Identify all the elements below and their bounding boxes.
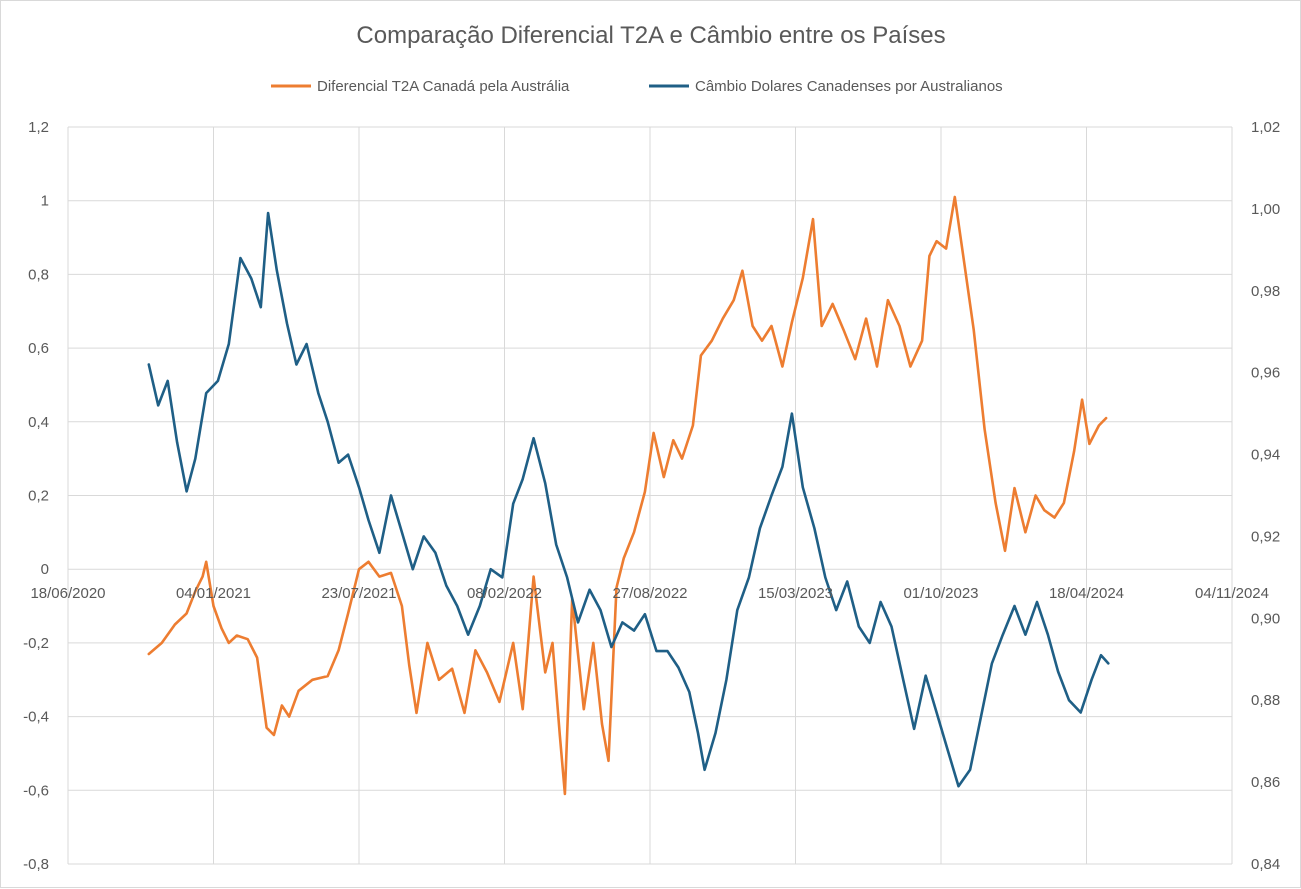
- x-axis-tick-labels: 18/06/2020 04/01/2021 23/07/2021 08/02/2022…: [30, 585, 1269, 602]
- x-tick-label: 01/10/2023: [903, 585, 978, 602]
- y-left-tick-label: 1: [41, 193, 49, 210]
- y-right-tick-label: 1,00: [1251, 201, 1280, 218]
- x-tick-label: 18/04/2024: [1049, 585, 1124, 602]
- vertical-gridlines: [67, 127, 1233, 864]
- legend-label-cambio: Câmbio Dolares Canadenses por Australian…: [695, 78, 1003, 95]
- y-right-tick-label: 0,98: [1251, 283, 1280, 300]
- x-tick-label: 04/01/2021: [176, 585, 251, 602]
- x-tick-label: 08/02/2022: [467, 585, 542, 602]
- chart-title: Comparação Diferencial T2A e Câmbio entr…: [356, 22, 945, 49]
- x-tick-label: 04/11/2024: [1195, 585, 1269, 602]
- y-left-tick-label: 1,2: [28, 119, 49, 136]
- y-left-tick-label: 0: [41, 561, 49, 578]
- y-left-tick-label: 0,2: [28, 488, 49, 505]
- left-y-axis-tick-labels: -0,8 -0,6 -0,4 -0,2 0 0,2 0,4 0,6 0,8 1 1,2: [23, 119, 49, 873]
- legend-label-diferencial: Diferencial T2A Canadá pela Austrália: [317, 78, 570, 95]
- right-y-axis-tick-labels: 0,84 0,86 0,88 0,90 0,92 0,94 0,96 0,98 1,00 1,02: [1251, 119, 1280, 873]
- y-right-tick-label: 0,86: [1251, 774, 1280, 791]
- y-left-tick-label: 0,6: [28, 340, 49, 357]
- y-left-tick-label: -0,2: [23, 635, 49, 652]
- y-left-tick-label: 0,8: [28, 266, 49, 283]
- y-right-tick-label: 0,88: [1251, 692, 1280, 709]
- y-left-tick-label: 0,4: [28, 414, 49, 431]
- series-lines: [147, 195, 1110, 796]
- series-line-cambio: [147, 211, 1110, 788]
- y-right-tick-label: 0,90: [1251, 610, 1280, 627]
- x-tick-label: 18/06/2020: [30, 585, 105, 602]
- x-tick-label: 23/07/2021: [321, 585, 396, 602]
- y-left-tick-label: -0,6: [23, 782, 49, 799]
- y-right-tick-label: 1,02: [1251, 119, 1280, 136]
- x-tick-label: 27/08/2022: [612, 585, 687, 602]
- y-left-tick-label: -0,4: [23, 709, 49, 726]
- x-tick-label: 15/03/2023: [758, 585, 833, 602]
- y-left-tick-label: -0,8: [23, 856, 49, 873]
- y-right-tick-label: 0,94: [1251, 447, 1280, 464]
- series-line-diferencial: [147, 195, 1108, 796]
- y-right-tick-label: 0,96: [1251, 365, 1280, 382]
- legend: Diferencial T2A Canadá pela Austrália Câ…: [271, 78, 1003, 95]
- y-right-tick-label: 0,84: [1251, 856, 1280, 873]
- y-right-tick-label: 0,92: [1251, 528, 1280, 545]
